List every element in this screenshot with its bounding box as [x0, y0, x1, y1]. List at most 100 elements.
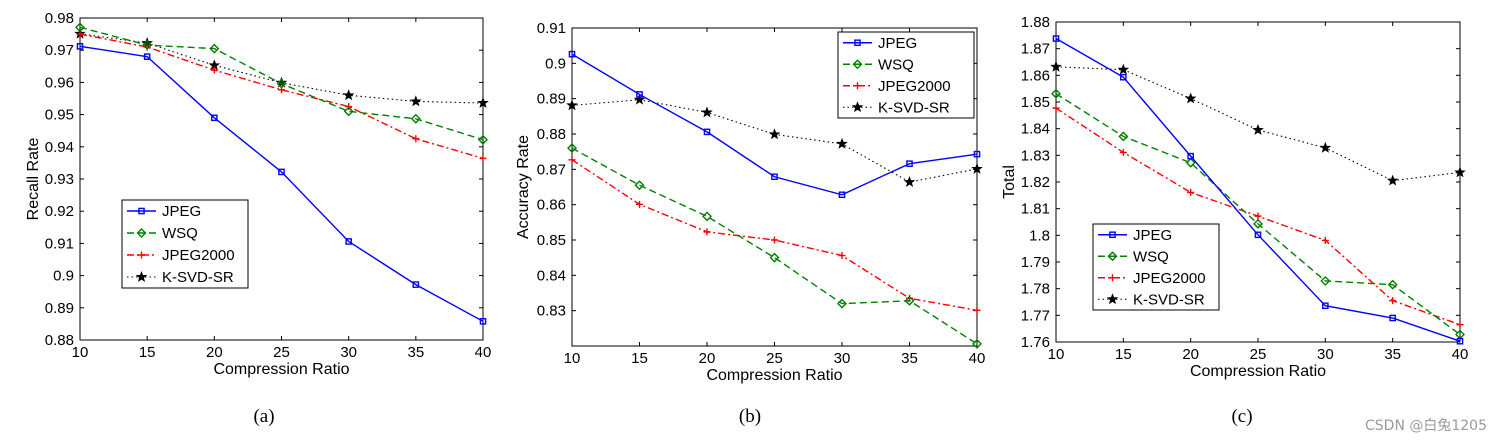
data-point-k-svd-sr — [1252, 123, 1264, 135]
legend-marker-k-svd-sr — [135, 270, 148, 282]
data-point-k-svd-sr — [1319, 141, 1332, 153]
data-point-jpeg — [76, 43, 84, 50]
legend-label-wsq: WSQ — [162, 225, 198, 242]
legend-marker-jpeg — [1109, 231, 1116, 239]
data-point-k-svd-sr — [768, 128, 781, 140]
plot-area-frame — [79, 17, 484, 341]
y-tick-label: 1.76 — [1021, 334, 1050, 351]
series-wsq — [75, 22, 488, 145]
y-tick-label: 0.83 — [537, 303, 566, 320]
legend-marker-wsq — [1107, 251, 1118, 262]
series-k-svd-sr — [1050, 60, 1466, 186]
series-jpeg2000 — [568, 156, 981, 314]
y-tick-label: 0.93 — [45, 171, 74, 188]
data-point-wsq — [702, 211, 712, 222]
y-tick-label: 1.81 — [1021, 201, 1050, 218]
x-tick-label: 30 — [340, 344, 357, 361]
data-point-jpeg — [973, 150, 981, 158]
y-tick-label: 0.95 — [45, 107, 74, 124]
series-line-jpeg2000 — [571, 159, 978, 311]
legend-label-k-svd-sr: K-SVD-SR — [878, 99, 950, 116]
data-point-jpeg2000 — [1187, 188, 1195, 196]
series-line-wsq — [1055, 93, 1461, 336]
x-tick-label: 15 — [139, 344, 156, 361]
y-tick-label: 0.9 — [53, 268, 74, 285]
legend-marker-wsq — [852, 59, 863, 70]
y-tick-label: 0.91 — [537, 20, 566, 37]
series-wsq — [1051, 88, 1465, 340]
data-point-jpeg — [143, 53, 151, 60]
series-jpeg2000 — [1052, 104, 1464, 329]
data-point-jpeg — [1254, 231, 1262, 239]
series-line-jpeg — [571, 53, 978, 196]
y-tick-label: 0.9 — [545, 55, 566, 72]
data-point-k-svd-sr — [836, 137, 848, 149]
x-tick-label: 30 — [834, 350, 851, 367]
y-tick-label: 1.86 — [1021, 67, 1050, 84]
x-tick-label: 10 — [72, 344, 89, 361]
x-tick-label: 35 — [1384, 346, 1401, 363]
data-point-jpeg — [1187, 152, 1194, 160]
data-point-k-svd-sr — [566, 99, 578, 111]
watermark-text: CSDN @白兔1205 — [1365, 418, 1487, 434]
legend-label-wsq: WSQ — [878, 56, 914, 73]
y-tick-label: 0.89 — [45, 300, 74, 317]
y-axis-label: Total — [1001, 165, 1018, 199]
x-tick-label: 25 — [1250, 346, 1267, 363]
legend-marker-k-svd-sr — [851, 101, 864, 113]
y-tick-label: 1.79 — [1021, 254, 1050, 271]
y-tick-label: 0.96 — [45, 74, 74, 91]
legend-label-k-svd-sr: K-SVD-SR — [1133, 291, 1205, 308]
data-point-jpeg2000 — [1052, 104, 1060, 112]
y-tick-label: 0.89 — [537, 91, 566, 108]
data-point-k-svd-sr — [971, 162, 983, 174]
y-tick-label: 0.98 — [45, 10, 74, 27]
data-point-wsq — [1387, 279, 1398, 290]
data-point-k-svd-sr — [1050, 60, 1062, 72]
data-point-wsq — [1051, 88, 1061, 99]
y-axis-label: Accuracy Rate — [515, 135, 532, 239]
data-point-wsq — [972, 338, 982, 349]
legend-label-jpeg2000: JPEG2000 — [1133, 270, 1206, 287]
data-point-jpeg2000 — [1254, 212, 1262, 220]
legend-label-jpeg: JPEG — [878, 35, 917, 52]
series-wsq — [567, 143, 982, 349]
data-point-wsq — [75, 22, 85, 33]
series-jpeg2000 — [76, 30, 487, 162]
data-point-jpeg2000 — [1456, 321, 1464, 329]
series-k-svd-sr — [566, 93, 983, 187]
x-tick-label: 35 — [407, 344, 424, 361]
panel-caption-b: (b) — [739, 406, 761, 427]
chart-panel-b: 10 15 20 25 30 35 40 0.83 0.84 0.85 0.86 0.87 0.88 0.… — [515, 20, 985, 384]
x-tick-label: 40 — [1452, 346, 1469, 363]
data-point-jpeg2000 — [636, 200, 643, 208]
data-point-k-svd-sr — [342, 89, 355, 101]
legend-label-jpeg2000: JPEG2000 — [878, 78, 951, 95]
data-point-jpeg2000 — [1321, 236, 1329, 244]
legend-marker-k-svd-sr — [1106, 293, 1119, 305]
y-tick-label: 1.8 — [1029, 227, 1050, 244]
y-tick-label: 1.85 — [1021, 94, 1050, 111]
chart-panel-a: 10 15 20 25 30 35 40 0.88 0.89 0.9 0.91 0.92 0.93 0.9… — [25, 10, 491, 378]
x-tick-label: 15 — [631, 350, 648, 367]
x-tick-label: 20 — [699, 350, 716, 367]
x-axis-label: Compression Ratio — [213, 361, 349, 378]
data-point-jpeg2000 — [703, 228, 711, 236]
legend-marker-jpeg — [854, 39, 861, 47]
y-tick-label: 1.78 — [1021, 281, 1050, 298]
data-point-jpeg2000 — [973, 306, 981, 314]
data-point-wsq — [343, 106, 354, 117]
data-point-k-svd-sr — [275, 76, 288, 88]
data-point-jpeg — [636, 91, 643, 98]
data-point-wsq — [769, 252, 780, 263]
legend-box — [1092, 223, 1220, 311]
data-point-jpeg — [771, 173, 778, 181]
legend-label-jpeg: JPEG — [1133, 227, 1172, 244]
data-point-jpeg — [1389, 314, 1396, 322]
y-tick-label: 0.94 — [45, 139, 74, 156]
legend: JPEG WSQ JPEG2000 K-SVD-SR — [837, 31, 975, 119]
data-point-wsq — [1185, 157, 1196, 168]
x-tick-label: 10 — [564, 350, 581, 367]
data-point-jpeg — [345, 238, 352, 245]
data-point-jpeg2000 — [479, 154, 487, 162]
